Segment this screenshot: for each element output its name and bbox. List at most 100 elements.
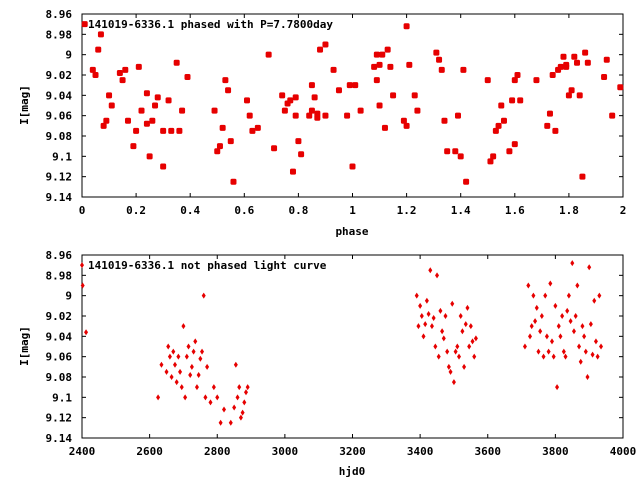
- data-point: [235, 394, 240, 401]
- data-point: [424, 297, 429, 304]
- data-point: [160, 163, 167, 170]
- data-point: [509, 97, 516, 104]
- y-tick-label: 8.96: [46, 8, 73, 21]
- data-point: [379, 51, 386, 58]
- data-point: [433, 343, 438, 350]
- data-point: [160, 127, 167, 134]
- x-tick-label: 0: [79, 204, 86, 217]
- data-point: [314, 110, 321, 117]
- data-point: [186, 343, 191, 350]
- data-point: [576, 92, 583, 99]
- data-point: [465, 304, 470, 311]
- data-point: [225, 87, 232, 94]
- data-point: [446, 363, 451, 370]
- data-point: [344, 112, 351, 119]
- data-point: [490, 153, 497, 160]
- x-tick-label: 4000: [610, 445, 637, 458]
- data-point: [546, 348, 551, 355]
- y-tick-label: 9.12: [46, 171, 73, 184]
- data-point: [421, 333, 426, 340]
- data-point: [548, 280, 553, 287]
- data-point: [219, 124, 226, 131]
- y-tick-label: 9.06: [46, 110, 73, 123]
- y-tick-label: 8.96: [46, 249, 73, 262]
- data-point: [511, 141, 518, 148]
- data-point: [357, 107, 364, 114]
- data-point: [124, 117, 131, 124]
- data-point: [108, 102, 115, 109]
- data-point: [143, 120, 150, 127]
- data-point: [571, 53, 578, 60]
- data-point: [500, 117, 507, 124]
- y-tick-label: 9.02: [46, 310, 73, 323]
- data-point: [308, 107, 315, 114]
- data-point: [463, 321, 468, 328]
- data-point: [498, 102, 505, 109]
- data-point: [455, 343, 460, 350]
- x-tick-label: 0.8: [288, 204, 308, 217]
- data-point: [381, 124, 388, 131]
- y-tick-label: 9: [65, 290, 72, 303]
- data-point: [568, 87, 575, 94]
- data-point: [460, 328, 465, 335]
- data-point: [143, 90, 150, 97]
- chart-title: 141019-6336.1 not phased light curve: [88, 259, 327, 272]
- data-point: [601, 74, 608, 81]
- x-tick-label: 0.4: [180, 204, 200, 217]
- data-point: [208, 399, 213, 406]
- data-point: [565, 92, 572, 99]
- x-tick-label: 0.2: [126, 204, 146, 217]
- data-point: [457, 153, 464, 160]
- data-point: [585, 374, 590, 380]
- data-point: [557, 63, 564, 70]
- data-point: [89, 66, 96, 73]
- plot-frame: [81, 13, 624, 198]
- data-point: [176, 127, 183, 134]
- plot-frame: [81, 254, 624, 439]
- data-point: [414, 107, 421, 114]
- data-point: [429, 323, 434, 330]
- data-point: [531, 292, 536, 299]
- data-point: [584, 59, 591, 66]
- y-axis-label: I[mag]: [18, 85, 31, 125]
- data-point: [103, 117, 110, 124]
- y-tick-label: 8.98: [46, 28, 73, 41]
- data-point: [164, 368, 169, 375]
- data-point: [617, 84, 624, 91]
- data-point: [265, 51, 272, 58]
- data-point: [246, 112, 253, 119]
- data-point: [198, 355, 203, 362]
- data-point: [349, 163, 356, 170]
- data-point: [193, 338, 198, 345]
- data-point: [566, 292, 571, 299]
- data-point: [174, 379, 179, 386]
- data-point: [544, 333, 549, 340]
- data-point: [97, 31, 104, 38]
- data-point: [565, 307, 570, 314]
- data-point: [549, 338, 554, 345]
- data-point: [448, 368, 453, 375]
- data-point: [577, 343, 582, 350]
- data-point: [254, 124, 261, 131]
- data-point: [311, 94, 318, 101]
- data-point: [492, 127, 499, 134]
- data-point: [167, 353, 172, 360]
- data-point: [529, 323, 534, 330]
- data-point: [517, 97, 524, 104]
- y-tick-label: 9.1: [52, 391, 72, 404]
- data-point: [179, 107, 186, 114]
- data-point: [306, 112, 313, 119]
- y-tick-label: 8.98: [46, 269, 73, 282]
- y-tick-label: 9.12: [46, 412, 73, 425]
- y-tick-label: 9.06: [46, 351, 73, 364]
- data-point: [428, 267, 433, 274]
- data-point: [81, 21, 88, 28]
- data-point: [169, 374, 174, 380]
- data-point: [533, 318, 538, 325]
- data-point: [335, 87, 342, 94]
- data-point: [555, 384, 560, 391]
- data-point: [135, 63, 142, 70]
- data-point: [574, 59, 581, 66]
- y-tick-label: 9.14: [46, 191, 73, 204]
- x-tick-label: 1.2: [397, 204, 417, 217]
